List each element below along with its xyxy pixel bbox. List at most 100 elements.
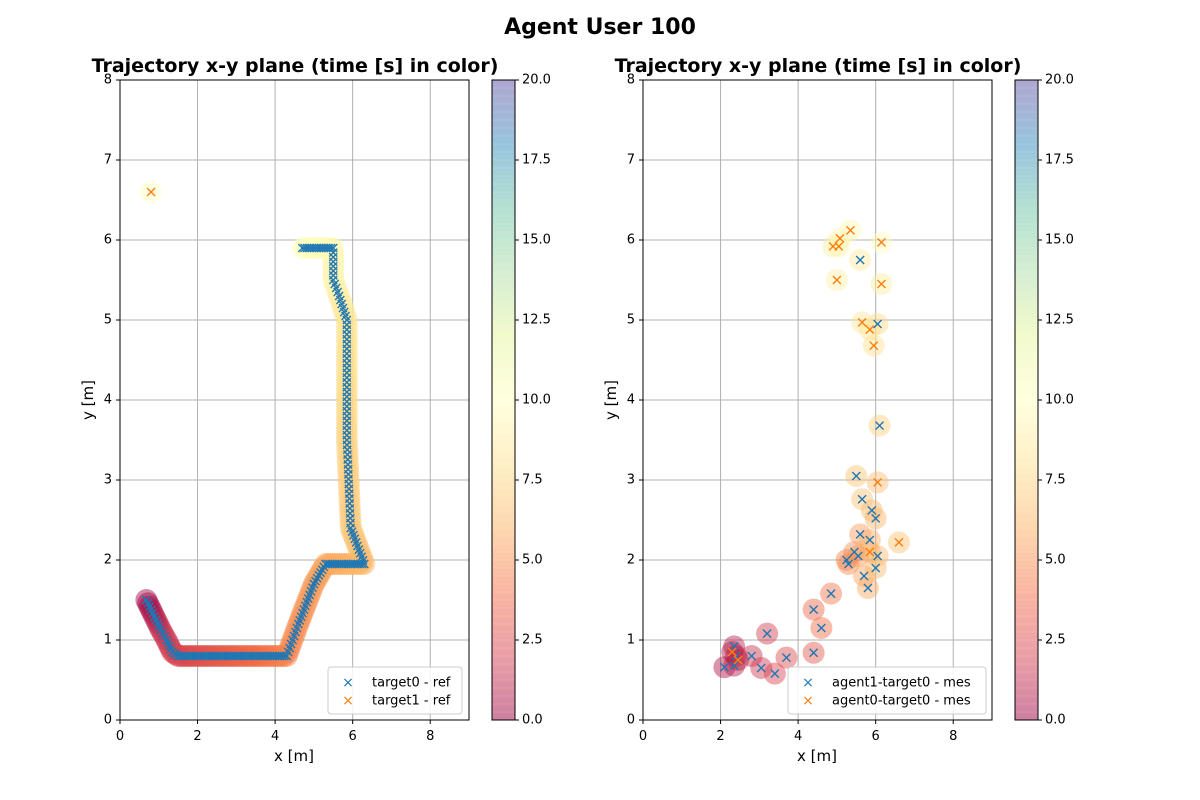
right-x-axis-label: x [m]	[797, 747, 837, 765]
data-point	[809, 648, 819, 658]
data-point	[863, 583, 873, 593]
data-point	[865, 325, 875, 335]
data-point	[729, 641, 739, 651]
left-ticks: 0 2 4 6 8 0 1 2 3 4 5 6 7 8	[104, 73, 435, 745]
data-point	[729, 661, 739, 671]
y-tick-label: 1	[627, 633, 635, 648]
y-tick-label: 8	[627, 73, 635, 88]
data-point	[809, 605, 819, 615]
colorbar-tick-label: 17.5	[1045, 153, 1074, 168]
x-tick-label: 0	[639, 729, 647, 744]
colorbar-tick-label: 15.0	[1045, 233, 1074, 248]
data-point	[727, 647, 737, 657]
left-y-axis-label: y [m]	[79, 380, 97, 420]
right-ticks: 0 2 4 6 8 0 1 2 3 4 5 6 7 8	[627, 73, 958, 745]
left-x-axis-label: x [m]	[274, 747, 314, 765]
x-tick-label: 0	[116, 729, 124, 744]
right-data	[713, 219, 910, 685]
colorbar-tick-label: 17.5	[522, 153, 551, 168]
colorbar-tick-label: 2.5	[1045, 633, 1066, 648]
data-point	[781, 653, 791, 663]
data-point	[835, 233, 845, 243]
left-legend-label-0: target0 - ref	[372, 676, 451, 691]
data-point	[876, 279, 886, 289]
left-legend: × target0 - ref × target1 - ref	[327, 666, 463, 715]
right-legend-box	[787, 666, 987, 715]
left-subplot: Trajectory x-y plane (time [s] in color)…	[79, 55, 551, 765]
data-point	[875, 421, 885, 431]
data-point	[855, 529, 865, 539]
y-tick-label: 5	[627, 313, 635, 328]
data-point	[826, 589, 836, 599]
data-point	[770, 669, 780, 679]
y-tick-label: 7	[104, 153, 112, 168]
data-point	[865, 535, 875, 545]
data-point	[873, 319, 883, 329]
y-tick-label: 7	[627, 153, 635, 168]
data-point	[844, 559, 854, 569]
colorbar-tick-label: 15.0	[522, 233, 551, 248]
y-tick-label: 8	[104, 73, 112, 88]
data-point	[873, 551, 883, 561]
right-legend-marker-1: ×	[802, 693, 814, 709]
data-point	[853, 551, 863, 561]
y-tick-label: 4	[104, 393, 112, 408]
y-tick-label: 0	[627, 713, 635, 728]
colorbar-tick-label: 12.5	[1045, 313, 1074, 328]
y-tick-label: 2	[627, 553, 635, 568]
left-legend-marker-1: ×	[342, 693, 354, 709]
y-tick-label: 6	[627, 233, 635, 248]
colorbar-tick-label: 20.0	[522, 73, 551, 88]
data-point	[297, 243, 307, 253]
x-tick-label: 2	[716, 729, 724, 744]
y-tick-label: 4	[627, 393, 635, 408]
data-point	[834, 241, 844, 251]
x-tick-label: 4	[794, 729, 802, 744]
data-point	[832, 275, 842, 285]
data-point	[894, 537, 904, 547]
data-point	[756, 663, 766, 673]
y-tick-label: 5	[104, 313, 112, 328]
x-tick-label: 8	[949, 729, 957, 744]
colorbar-tick-label: 10.0	[522, 393, 551, 408]
right-colorbar: 0.0 2.5 5.0 7.5 10.0 12.5 15.0 17.5 20.0	[1014, 73, 1074, 728]
data-point	[146, 187, 156, 197]
colorbar-gradient	[492, 80, 515, 720]
right-legend-label-1: agent0-target0 - mes	[832, 694, 971, 709]
data-point	[857, 317, 867, 327]
colorbar-tick-label: 5.0	[1045, 553, 1066, 568]
right-legend: × agent1-target0 - mes × agent0-target0 …	[787, 666, 987, 715]
x-tick-label: 8	[426, 729, 434, 744]
colorbar-gradient	[1015, 80, 1038, 720]
data-point	[851, 471, 861, 481]
y-tick-label: 3	[627, 473, 635, 488]
data-point	[871, 513, 881, 523]
x-tick-label: 4	[271, 729, 279, 744]
colorbar-tick-label: 0.0	[1045, 713, 1066, 728]
left-legend-marker-0: ×	[342, 675, 354, 691]
right-legend-marker-0: ×	[802, 675, 814, 691]
colorbar-tick-label: 10.0	[1045, 393, 1074, 408]
x-tick-label: 6	[349, 729, 357, 744]
colorbar-tick-label: 7.5	[522, 473, 543, 488]
data-point	[855, 255, 865, 265]
left-legend-box	[327, 666, 463, 715]
data-point	[762, 629, 772, 639]
x-tick-label: 2	[193, 729, 201, 744]
data-point	[876, 237, 886, 247]
data-point	[845, 225, 855, 235]
colorbar-tick-label: 2.5	[522, 633, 543, 648]
data-point	[719, 662, 729, 672]
data-point	[857, 494, 867, 504]
colorbar-tick-label: 5.0	[522, 553, 543, 568]
left-data	[135, 181, 376, 667]
x-tick-label: 6	[872, 729, 880, 744]
data-point	[816, 623, 826, 633]
data-point	[869, 341, 879, 351]
colorbar-tick-label: 12.5	[522, 313, 551, 328]
data-point	[865, 547, 875, 557]
y-tick-label: 3	[104, 473, 112, 488]
colorbar-tick-label: 0.0	[522, 713, 543, 728]
left-legend-label-1: target1 - ref	[372, 694, 451, 709]
